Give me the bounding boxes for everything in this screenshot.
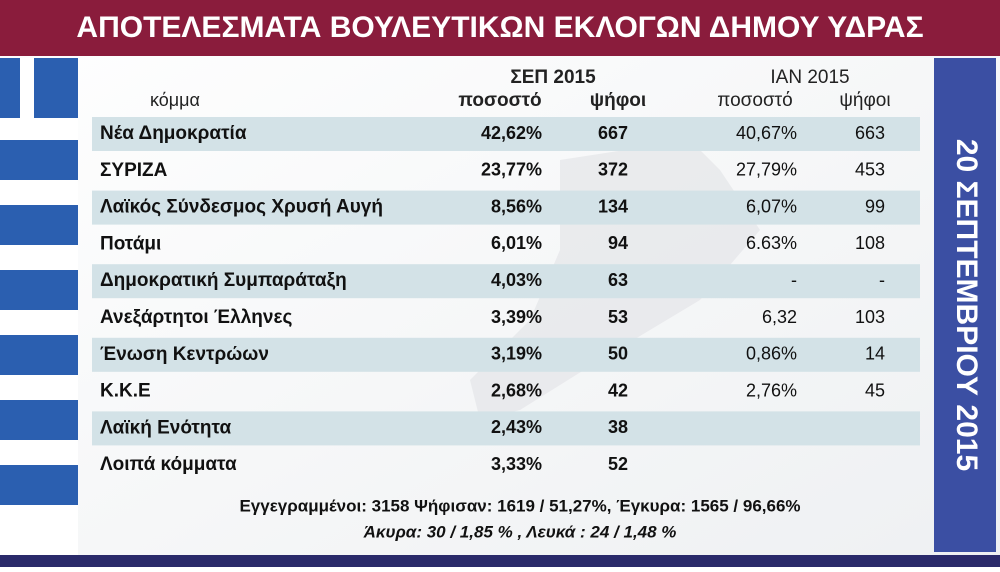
- ian-votes: 14: [865, 344, 885, 364]
- ian-pct: 6,32: [762, 307, 797, 327]
- party: Λαϊκή Ενότητα: [100, 417, 231, 438]
- party: Λαϊκός Σύνδεσμος Χρυσή Αυγή: [100, 197, 383, 218]
- rows: Νέα Δημοκρατία 42,62% 667 40,67% 663 ΣΥΡΙΖΑ 23…: [92, 117, 920, 475]
- sep-votes: 42: [608, 380, 628, 400]
- ian-votes: -: [879, 270, 885, 290]
- ian-pct: 40,67%: [736, 123, 797, 143]
- sep-votes: 53: [608, 307, 628, 327]
- title: ΑΠΟΤΕΛΕΣΜΑΤΑ ΒΟΥΛΕΥΤΙΚΩΝ ΕΚΛΟΓΩΝ ΔΗΜΟΥ Υ…: [76, 11, 923, 44]
- ian-pct: 2,76%: [746, 380, 797, 400]
- sep-pct: 3,39%: [491, 307, 542, 327]
- party: ΣΥΡΙΖΑ: [100, 160, 168, 181]
- flag: [0, 58, 78, 555]
- sep-pct: 8,56%: [491, 196, 542, 216]
- ian-votes-header: ψήφοι: [839, 90, 890, 111]
- party: Κ.Κ.Ε: [100, 381, 151, 402]
- sep-votes: 372: [598, 160, 628, 180]
- bottom-strip: [0, 555, 1000, 567]
- ian-votes: 663: [855, 123, 885, 143]
- sep-votes: 52: [608, 454, 628, 474]
- row-band: [92, 190, 920, 225]
- ian-votes: 103: [855, 307, 885, 327]
- party: Λοιπά κόμματα: [100, 454, 237, 475]
- sep-pct: 23,77%: [481, 160, 542, 180]
- sep-pct: 3,19%: [491, 344, 542, 364]
- ian-pct: 27,79%: [736, 160, 797, 180]
- sep-votes: 38: [608, 417, 628, 437]
- date: 20 ΣΕΠΤΕΜΒΡΙΟΥ 2015: [950, 139, 983, 471]
- sep-votes: 94: [608, 233, 628, 253]
- row-band: [92, 411, 920, 446]
- ian-pct: -: [791, 270, 797, 290]
- sep-pct-header: ποσοστό: [458, 90, 541, 111]
- sep-pct: 6,01%: [491, 233, 542, 253]
- ian-pct: 6,07%: [746, 196, 797, 216]
- sep-votes-header: ψήφοι: [590, 90, 646, 111]
- ian-votes: 453: [855, 160, 885, 180]
- sep-votes: 667: [598, 123, 628, 143]
- ian-title: ΙΑΝ 2015: [770, 67, 849, 88]
- sep-votes: 63: [608, 270, 628, 290]
- ian-pct-header: ποσοστό: [717, 90, 793, 111]
- party: Νέα Δημοκρατία: [100, 123, 247, 144]
- row-band: [92, 337, 920, 372]
- sep-pct: 4,03%: [491, 270, 542, 290]
- ian-pct: 0,86%: [746, 344, 797, 364]
- ian-votes: 45: [865, 380, 885, 400]
- sep-pct: 3,33%: [491, 454, 542, 474]
- sep-votes: 50: [608, 344, 628, 364]
- footer-line1: Εγγεγραμμένοι: 3158 Ψήφισαν: 1619 / 51,2…: [239, 496, 800, 515]
- title-bar: [0, 0, 1000, 56]
- ian-pct: 6.63%: [746, 233, 797, 253]
- row-band: [92, 264, 920, 299]
- sep-title: ΣΕΠ 2015: [510, 67, 596, 88]
- ian-votes: 108: [855, 233, 885, 253]
- party: Δημοκρατική Συμπαράταξη: [100, 270, 347, 291]
- sep-pct: 2,68%: [491, 380, 542, 400]
- party: Ένωση Κεντρώων: [100, 344, 269, 365]
- sep-pct: 2,43%: [491, 417, 542, 437]
- footer-line2: Άκυρα: 30 / 1,85 % , Λευκά : 24 / 1,48 %: [363, 522, 677, 541]
- party-header: κόμμα: [150, 90, 200, 110]
- ian-votes: 99: [865, 196, 885, 216]
- date-banner: [934, 58, 996, 552]
- party: Ανεξάρτητοι Έλληνες: [100, 307, 292, 328]
- row-band: [92, 117, 920, 151]
- party: Ποτάμι: [100, 233, 161, 254]
- sep-pct: 42,62%: [481, 123, 542, 143]
- sep-votes: 134: [598, 196, 628, 216]
